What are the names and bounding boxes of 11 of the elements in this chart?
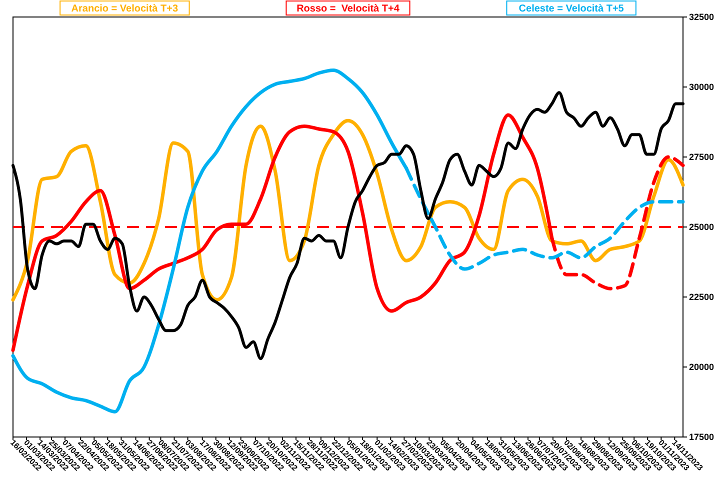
y-tick-label: 17500: [689, 432, 714, 442]
y-tick-label: 30000: [689, 82, 714, 92]
text: Arancio = Velocità T+3: [71, 4, 178, 14]
y-tick-label: 27500: [689, 152, 714, 162]
y-tick-label: 25000: [689, 222, 714, 232]
line-series: [11, 118, 685, 302]
text: Rosso = Velocità T+4: [296, 4, 400, 14]
y-tick-label: 22500: [689, 292, 714, 302]
y-tick-label: 20000: [689, 362, 714, 372]
text: Celeste = Velocità T+5: [518, 4, 624, 14]
y-tick-label: 32500: [689, 12, 714, 22]
